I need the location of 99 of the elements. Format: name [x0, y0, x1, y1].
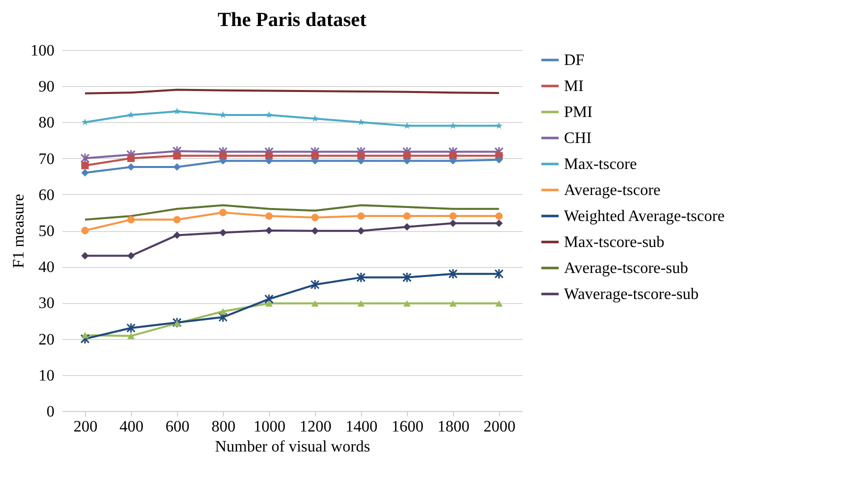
point: [265, 212, 273, 220]
legend-label: PMI: [564, 104, 592, 121]
x-tick-label: 1200: [300, 418, 332, 436]
point: [127, 332, 135, 340]
point: [173, 216, 181, 224]
legend-label: Average-tscore-sub: [564, 260, 688, 277]
point: [357, 157, 365, 165]
y-tick-label: 0: [46, 404, 54, 420]
point: [311, 227, 319, 235]
point: [218, 312, 228, 323]
x-tick-label: 2000: [484, 418, 516, 436]
y-tick-label: 100: [30, 42, 54, 60]
point: [357, 118, 365, 126]
x-tick-label: 1800: [438, 418, 470, 436]
point: [448, 268, 458, 280]
point: [173, 163, 181, 171]
point: [449, 212, 457, 220]
point: [127, 111, 135, 118]
legend-label: DF: [564, 52, 585, 69]
point: [264, 146, 274, 158]
point: [356, 146, 366, 158]
point: [356, 272, 366, 283]
point: [81, 226, 89, 234]
legend-label: CHI: [564, 130, 592, 147]
point: [495, 212, 503, 220]
legend-label: Max-tscore-sub: [564, 234, 664, 251]
point: [264, 294, 274, 304]
point: [448, 146, 458, 158]
point: [311, 300, 319, 307]
point: [403, 157, 411, 165]
point: [127, 163, 135, 171]
point: [127, 216, 135, 224]
y-tick-label: 70: [38, 150, 54, 168]
point: [357, 300, 365, 307]
y-tick-label: 50: [38, 223, 54, 240]
y-tick-label: 10: [38, 367, 54, 384]
point: [265, 226, 273, 234]
y-tick-label: 30: [38, 295, 54, 312]
point: [219, 208, 227, 216]
point: [80, 152, 90, 164]
point: [403, 122, 411, 129]
point: [81, 332, 89, 338]
point: [80, 333, 90, 344]
x-tick-label: 400: [120, 418, 144, 436]
point: [311, 114, 319, 122]
point: [219, 228, 227, 236]
point: [127, 154, 135, 162]
y-tick-label: 60: [38, 186, 54, 204]
y-axis-title: F1 measure: [10, 194, 28, 268]
point: [494, 146, 504, 158]
point: [494, 268, 504, 280]
point: [310, 146, 320, 158]
point: [449, 157, 457, 165]
point: [218, 146, 228, 158]
point: [265, 157, 273, 165]
point: [126, 149, 136, 160]
point: [403, 300, 411, 307]
x-tick-label: 600: [166, 418, 190, 436]
point: [311, 214, 319, 222]
point: [173, 231, 181, 239]
legend-label: Average-tscore: [564, 182, 661, 199]
point: [265, 300, 273, 307]
y-tick-label: 90: [38, 78, 54, 96]
y-tick-label: 20: [38, 331, 54, 348]
point: [449, 300, 457, 307]
x-tick-label: 800: [212, 418, 236, 436]
point: [403, 223, 411, 231]
legend-label: Max-tscore: [564, 156, 637, 173]
legend-label: Waverage-tscore-sub: [564, 286, 699, 303]
legend-label: Weighted Average-tscore: [564, 208, 725, 225]
point: [172, 146, 182, 156]
point: [173, 152, 181, 160]
point: [357, 212, 365, 220]
point: [495, 122, 503, 129]
x-axis-title: Number of visual words: [214, 438, 370, 456]
point: [173, 108, 181, 114]
x-tick-label: 1600: [392, 418, 424, 436]
chart-title: The Paris dataset: [218, 9, 367, 31]
point: [172, 317, 182, 328]
x-tick-label: 1400: [346, 418, 378, 436]
legend-label: MI: [564, 78, 584, 95]
point: [357, 227, 365, 235]
point: [219, 111, 227, 118]
point: [219, 308, 227, 315]
point: [403, 212, 411, 220]
point: [173, 320, 181, 326]
x-tick-label: 1000: [254, 418, 286, 436]
point: [311, 157, 319, 165]
point: [310, 279, 320, 290]
point: [402, 272, 412, 283]
y-tick-label: 40: [38, 259, 54, 276]
point: [219, 157, 227, 165]
point: [495, 300, 503, 307]
point: [449, 122, 457, 129]
point: [126, 322, 136, 334]
point: [265, 111, 273, 118]
y-tick-label: 80: [38, 114, 54, 132]
x-tick-label: 200: [74, 418, 98, 436]
point: [402, 146, 412, 158]
